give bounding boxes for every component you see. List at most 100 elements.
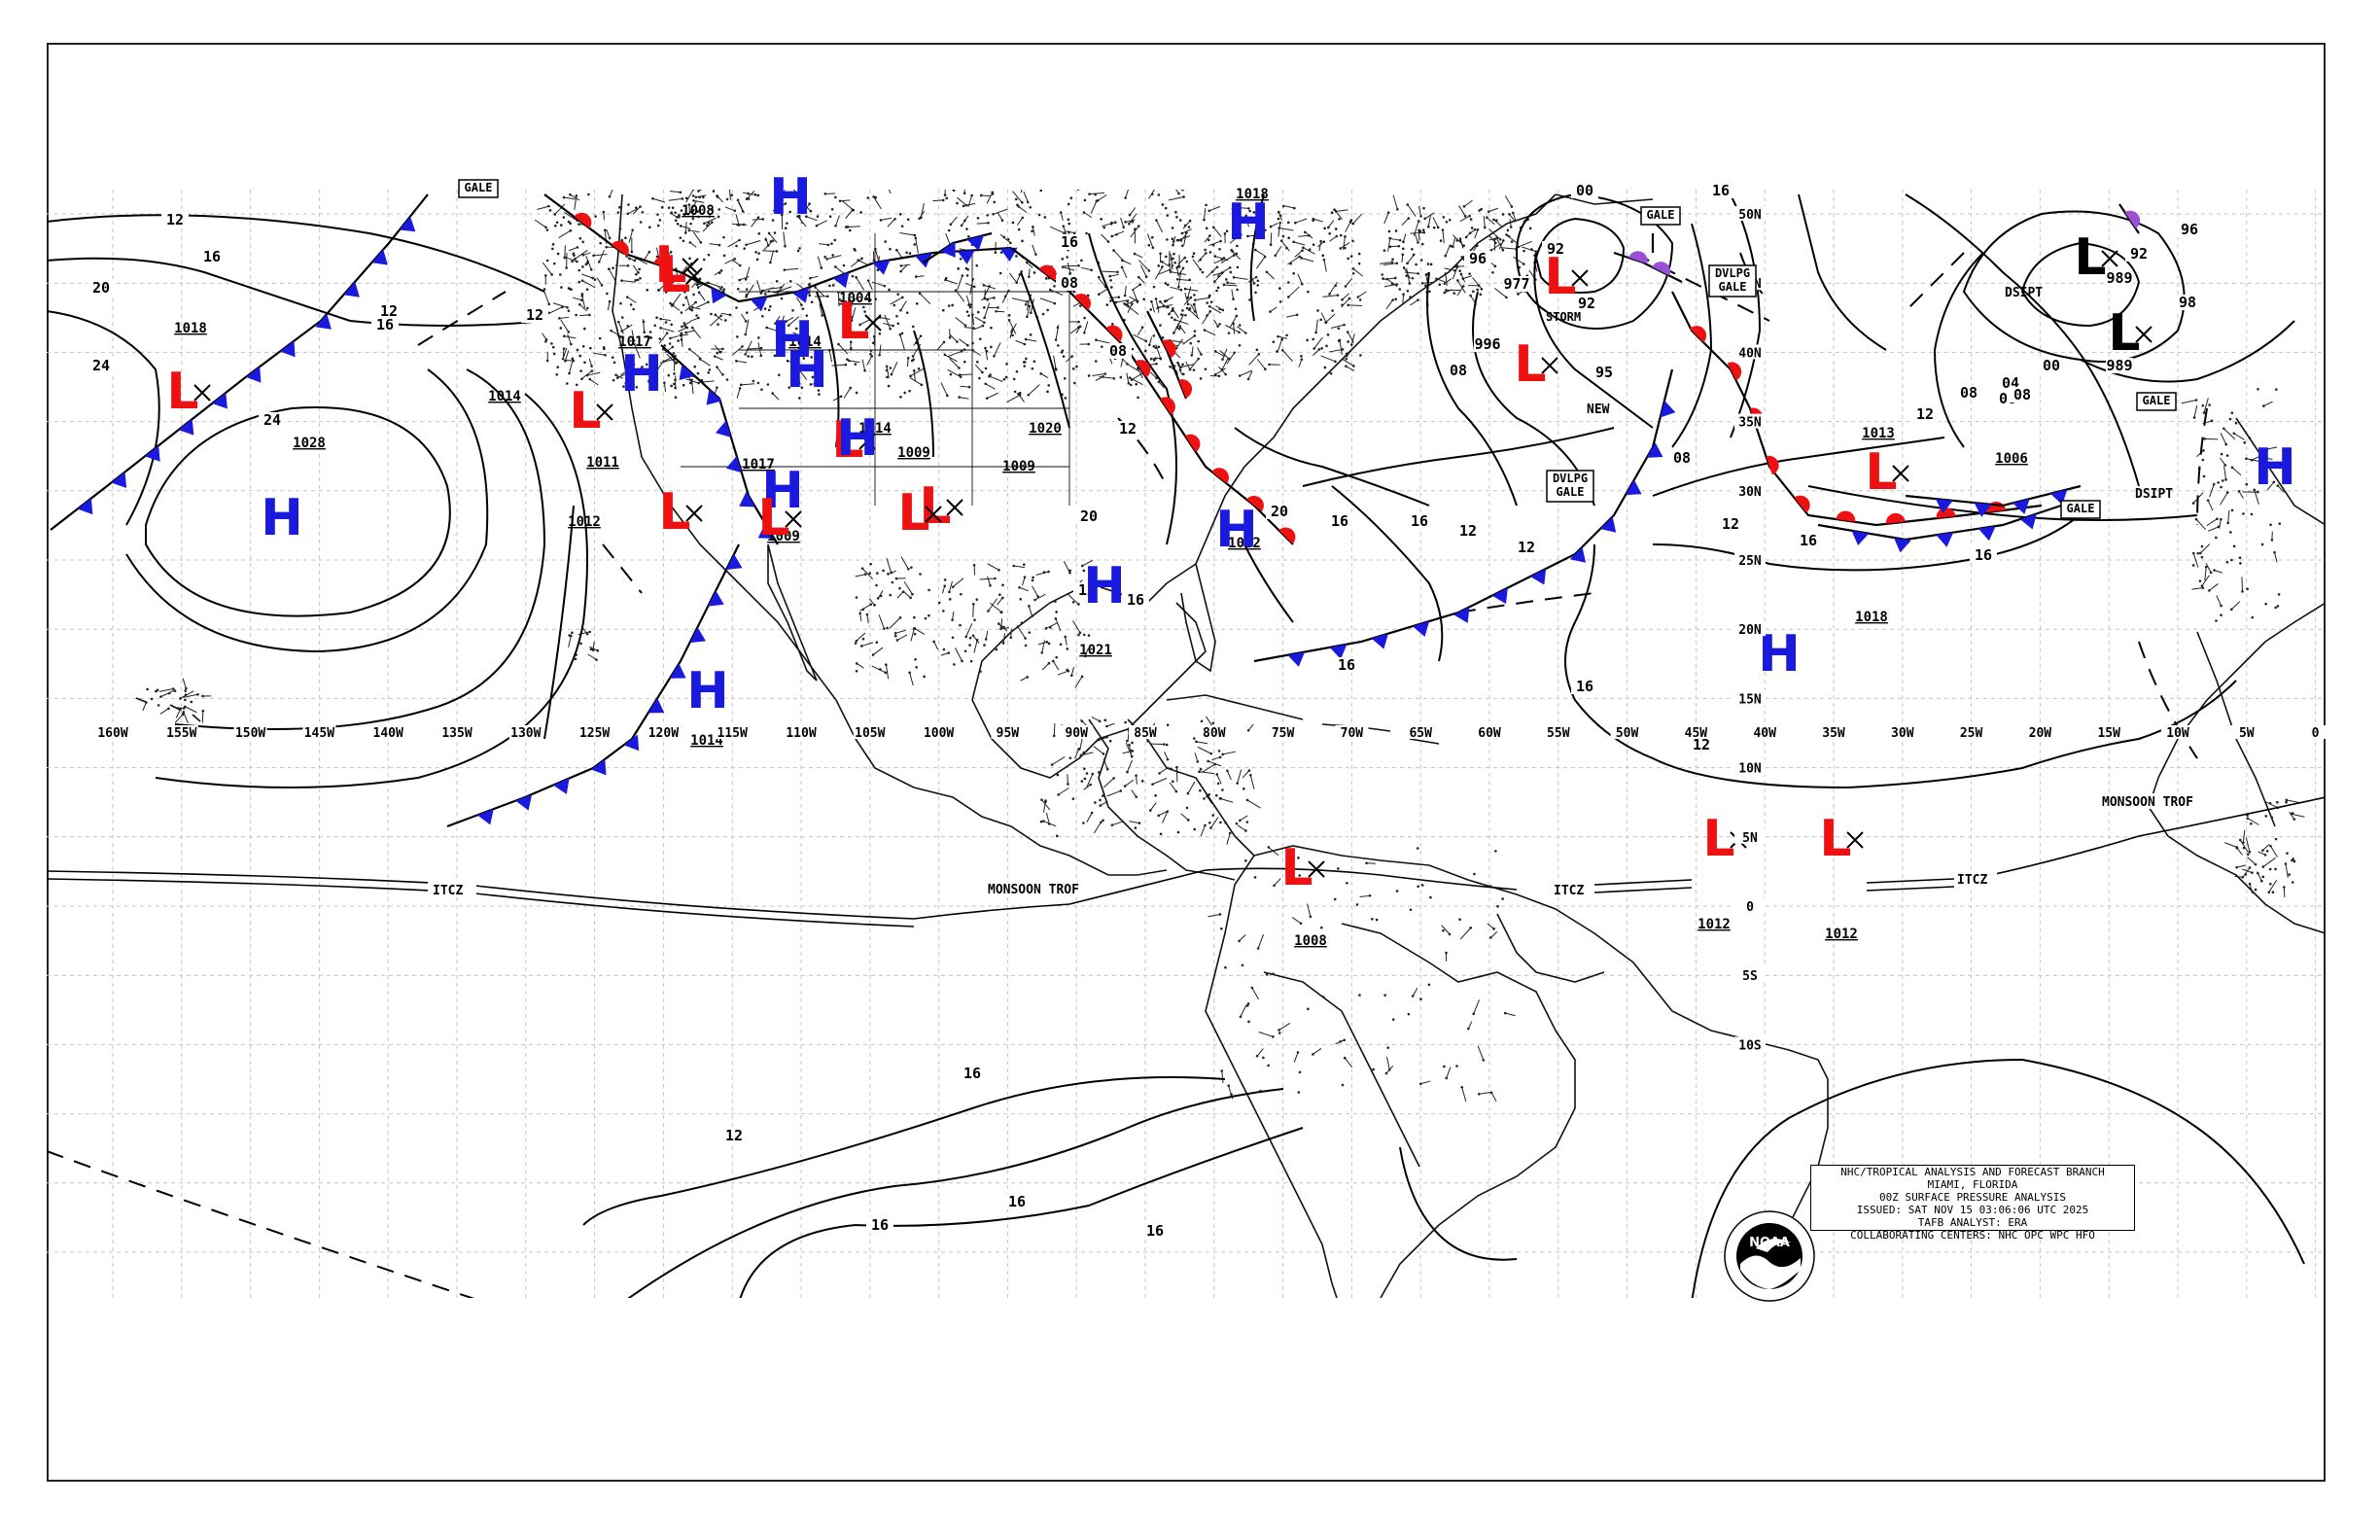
station-dot — [635, 272, 638, 276]
station-dot — [673, 372, 676, 375]
station-dot — [1287, 281, 1290, 284]
wind-barb — [751, 217, 759, 228]
isobar-value: 12 — [725, 1127, 743, 1144]
wind-barb — [766, 327, 781, 332]
station-dot — [766, 383, 770, 386]
station-dot — [947, 228, 951, 232]
station-dot — [615, 263, 618, 267]
station-dot — [1032, 271, 1036, 274]
wind-barb — [949, 333, 958, 342]
high-pressure-center: H — [786, 341, 828, 400]
itcz-label-atlantic-2: ITCZ — [1957, 873, 1987, 888]
wind-barb — [1226, 832, 1231, 845]
wind-barb — [851, 307, 857, 321]
station-dot — [1394, 298, 1397, 301]
wind-barb — [671, 275, 682, 285]
station-dot — [1015, 255, 1018, 258]
wind-barb — [1115, 299, 1130, 303]
wind-barb — [569, 360, 574, 374]
station-dot — [915, 665, 918, 669]
wind-barb — [652, 197, 666, 203]
wind-barb — [1383, 212, 1389, 225]
lat-label: 10N — [1734, 759, 1766, 777]
station-dot — [572, 359, 576, 363]
wind-barb — [1336, 209, 1348, 212]
lon-label: 80W — [1197, 725, 1231, 741]
station-dot — [683, 325, 687, 328]
station-dot — [1157, 264, 1161, 267]
wind-barb — [1318, 241, 1322, 252]
lon-label-text: 60W — [1478, 726, 1501, 741]
wind-barb — [1096, 339, 1111, 344]
station-dot — [1105, 303, 1109, 306]
wind-barb — [1473, 999, 1480, 1014]
station-dot — [868, 298, 872, 302]
wind-barb — [739, 276, 750, 281]
station-dot — [1205, 227, 1208, 230]
low-center-marker — [1571, 269, 1589, 287]
wind-barb — [1312, 1048, 1322, 1055]
noaa-logo-text: NOAA — [1749, 1236, 1790, 1250]
wind-barb — [886, 557, 892, 574]
front-symbol — [1935, 499, 1953, 513]
station-dot — [1115, 232, 1118, 236]
front-symbol — [1412, 620, 1430, 637]
wind-barb — [554, 203, 566, 215]
wind-barb — [1406, 267, 1411, 284]
station-dot — [583, 361, 586, 365]
station-dot — [1083, 198, 1087, 202]
front-symbol — [1491, 587, 1508, 605]
wind-barb — [1023, 192, 1029, 203]
wind-barb — [1210, 817, 1219, 828]
wind-barb — [1522, 246, 1536, 253]
wind-barb — [534, 219, 546, 228]
wind-barb — [1009, 329, 1013, 339]
station-dot — [1083, 316, 1086, 320]
wind-barb — [777, 286, 792, 293]
station-dot — [1039, 820, 1043, 823]
station-dot — [559, 273, 562, 276]
station-dot — [1411, 247, 1414, 251]
front-symbol — [1105, 325, 1123, 342]
wind-barb — [708, 282, 720, 288]
front-symbol — [725, 456, 742, 473]
wind-barb — [783, 231, 786, 247]
station-dot — [960, 592, 962, 596]
station-dot — [1176, 361, 1179, 365]
station-dot — [1307, 290, 1310, 294]
station-dot — [545, 228, 549, 231]
wind-barb — [1138, 260, 1150, 271]
station-dot — [2249, 822, 2253, 825]
lon-label-text: 35W — [1822, 726, 1845, 741]
station-dot — [1346, 881, 1348, 885]
station-dot — [674, 378, 677, 382]
station-dot — [1109, 279, 1112, 282]
wind-barb — [1149, 371, 1157, 379]
low-center-marker — [1892, 465, 1909, 482]
front-symbol — [574, 212, 592, 228]
station-dot — [941, 308, 945, 312]
station-dot — [1056, 344, 1060, 347]
station-dot — [1041, 312, 1045, 316]
wind-barb — [787, 360, 798, 365]
wind-barb — [784, 267, 799, 271]
station-dot — [965, 310, 969, 313]
wind-barb — [889, 616, 901, 629]
station-dot — [1285, 333, 1288, 337]
wind-barb — [659, 358, 675, 364]
station-dot — [1298, 1070, 1302, 1074]
station-dot — [968, 644, 971, 647]
station-dot — [677, 339, 680, 342]
station-dot — [1429, 895, 1432, 899]
isobar-value: 16 — [1338, 656, 1355, 674]
low-pressure-center: L — [1702, 810, 1734, 868]
wind-barb — [1012, 191, 1023, 203]
station-dot — [1478, 209, 1481, 212]
wind-barb — [1155, 298, 1160, 313]
wind-barb — [2230, 601, 2241, 611]
station-dot — [721, 372, 724, 376]
wind-barb — [1207, 795, 1213, 804]
wind-barb — [1231, 289, 1235, 299]
wind-barb — [909, 377, 923, 386]
wind-barb — [568, 635, 572, 648]
